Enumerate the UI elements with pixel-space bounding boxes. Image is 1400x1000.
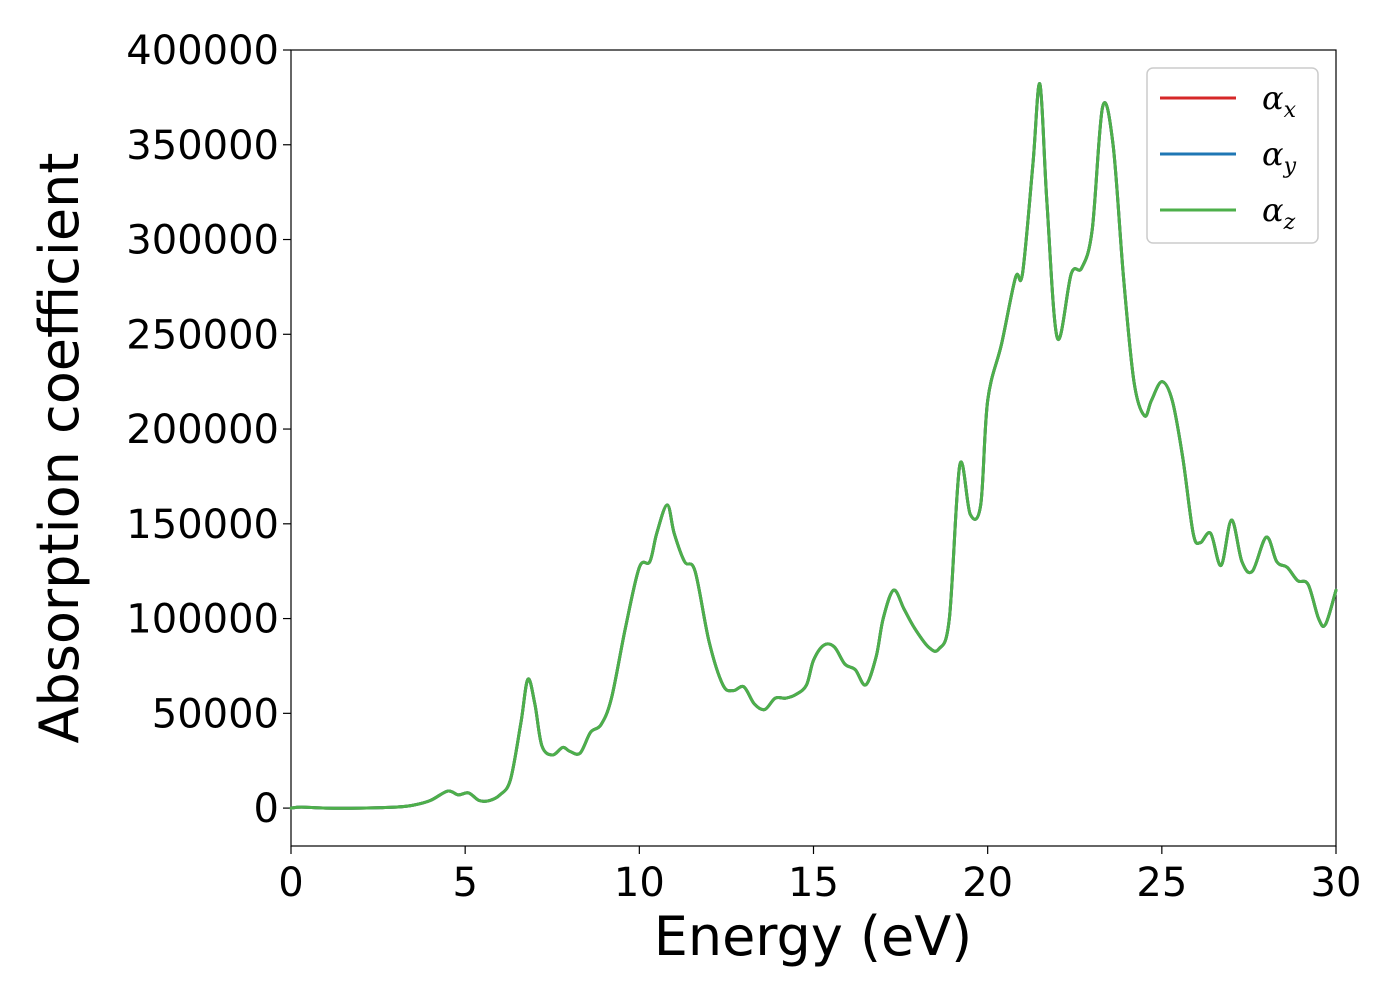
y-tick-label: 300000 xyxy=(126,218,279,264)
y-tick-label: 200000 xyxy=(126,407,279,453)
legend: αx αy αz xyxy=(1146,67,1319,244)
legend-label: αx xyxy=(1262,79,1297,123)
x-tick-label: 15 xyxy=(788,860,839,906)
y-tick-label: 350000 xyxy=(126,123,279,169)
x-axis: 0 5 10 15 20 25 30 xyxy=(278,846,1361,906)
series-line-alpha-z xyxy=(289,82,1338,810)
x-tick-label: 30 xyxy=(1311,860,1362,906)
x-tick-label: 20 xyxy=(962,860,1013,906)
y-axis-title: Absorption coefficient xyxy=(28,153,91,744)
y-tick-label: 100000 xyxy=(126,597,279,643)
y-tick-label: 250000 xyxy=(126,312,279,358)
y-axis: 0 50000 100000 150000 200000 250000 300000 3500… xyxy=(126,28,291,832)
series-layer xyxy=(289,82,1338,810)
y-tick-label: 150000 xyxy=(126,502,279,548)
legend-label: αy xyxy=(1262,135,1297,179)
x-tick-label: 10 xyxy=(614,860,665,906)
x-axis-title: Energy (eV) xyxy=(654,905,973,968)
y-tick-label: 0 xyxy=(254,786,279,832)
x-tick-label: 25 xyxy=(1136,860,1187,906)
x-tick-label: 0 xyxy=(278,860,303,906)
legend-label: αz xyxy=(1262,191,1296,235)
x-tick-label: 5 xyxy=(452,860,477,906)
y-tick-label: 400000 xyxy=(126,28,279,74)
y-tick-label: 50000 xyxy=(152,691,279,737)
